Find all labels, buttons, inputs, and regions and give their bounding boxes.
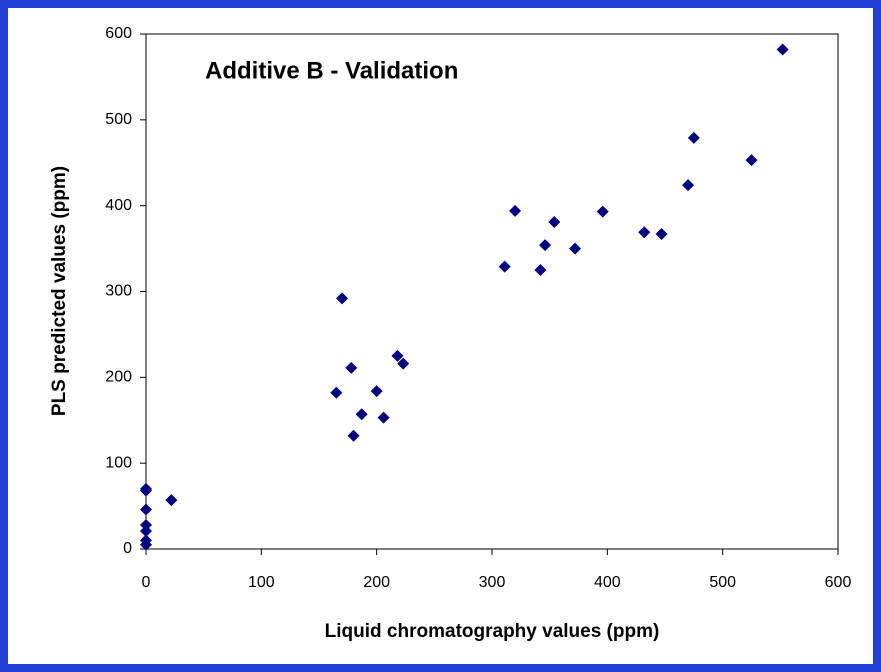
x-tick-label: 400 [594, 574, 621, 591]
y-tick-label: 100 [105, 454, 132, 471]
point [509, 204, 522, 217]
point [330, 386, 343, 399]
y-tick-label: 0 [123, 540, 132, 557]
x-tick-label: 500 [709, 574, 736, 591]
point [140, 484, 152, 497]
point [534, 264, 547, 277]
x-axis-label: Liquid chromatography values (ppm) [325, 621, 660, 642]
y-tick-label: 200 [105, 369, 132, 386]
point [655, 227, 668, 240]
x-tick-label: 200 [363, 574, 390, 591]
point [638, 226, 651, 239]
point [140, 524, 152, 537]
point [687, 131, 700, 144]
point [596, 205, 609, 218]
point [397, 357, 410, 370]
y-tick-label: 400 [105, 197, 132, 214]
point [347, 429, 360, 442]
point [140, 538, 152, 551]
point [539, 239, 552, 252]
chart-title: Additive B - Validation [205, 57, 458, 84]
point [776, 43, 789, 56]
point [569, 242, 582, 255]
x-tick-label: 600 [825, 574, 852, 591]
y-tick-label: 300 [105, 283, 132, 300]
point [370, 385, 383, 398]
point [345, 361, 358, 374]
point [498, 260, 511, 273]
x-tick-label: 300 [479, 574, 506, 591]
point [548, 215, 561, 228]
point [391, 349, 404, 362]
x-tick-label: 100 [248, 574, 275, 591]
x-tick-label: 0 [142, 574, 151, 591]
y-axis-label: PLS predicted values (ppm) [49, 166, 70, 416]
point [140, 503, 152, 516]
point [336, 292, 349, 305]
point [745, 154, 758, 167]
point [377, 411, 390, 424]
point [355, 408, 368, 421]
y-tick-label: 600 [105, 25, 132, 42]
point [140, 518, 152, 531]
y-tick-label: 500 [105, 111, 132, 128]
panel [8, 8, 873, 664]
point [165, 494, 178, 507]
point [682, 179, 695, 192]
